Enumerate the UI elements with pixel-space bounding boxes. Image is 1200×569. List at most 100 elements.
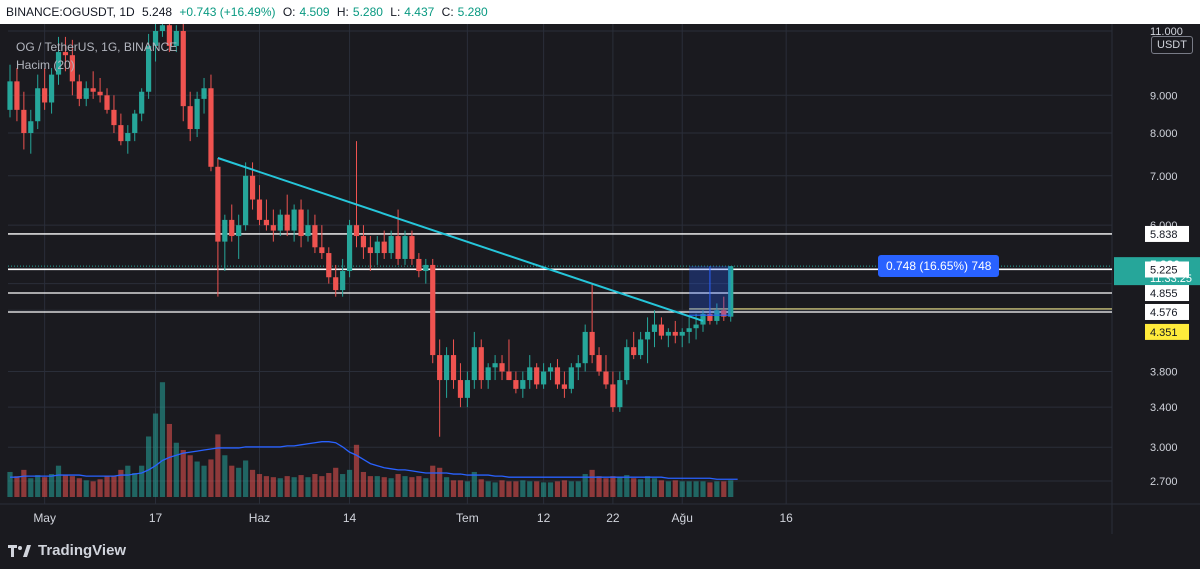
candle-body: [374, 241, 380, 254]
candle-body: [132, 113, 138, 134]
candle-body: [180, 31, 186, 107]
volume-bar: [596, 476, 602, 497]
candle-body: [471, 347, 477, 381]
y-tick-label: 8.000: [1150, 128, 1178, 140]
high-value: 5.280: [352, 5, 383, 19]
candle-body: [541, 371, 547, 385]
candle-body: [554, 367, 561, 385]
candle-body: [534, 367, 540, 385]
volume-bar: [229, 465, 235, 497]
candle-body: [520, 380, 526, 389]
symbol-header: BINANCE:OGUSDT, 1D 5.248 +0.743 (+16.49%…: [0, 0, 1200, 24]
legend-title[interactable]: OG / TetherUS, 1G, BINANCE: [16, 40, 178, 54]
candle-body: [305, 225, 311, 237]
candle-body: [215, 166, 221, 242]
candle-body: [326, 253, 332, 278]
volume-bar: [118, 469, 124, 497]
candle-body: [561, 384, 567, 389]
volume-bar: [83, 480, 89, 497]
candle-body: [485, 367, 491, 381]
chart-area[interactable]: 11.0009.0008.0007.0006.0005.0004.6003.80…: [0, 24, 1200, 534]
y-tick-label: 11.000: [1150, 26, 1183, 38]
candle-body: [291, 209, 297, 231]
candle-body: [146, 45, 152, 92]
volume-bar: [464, 481, 470, 497]
volume-bar: [69, 476, 75, 497]
candle-body: [693, 324, 699, 329]
candle-body: [42, 88, 48, 103]
volume-bar: [638, 479, 644, 497]
level-price-label: 4.576: [1150, 307, 1178, 319]
low-value: 4.437: [404, 5, 435, 19]
y-tick-label: 3.400: [1150, 402, 1178, 414]
volume-bar: [312, 474, 318, 497]
volume-bar: [215, 434, 221, 497]
candle-body: [319, 247, 325, 254]
volume-bar: [402, 476, 408, 497]
volume-bar: [568, 481, 574, 497]
volume-bar: [256, 474, 263, 497]
volume-bar: [132, 473, 138, 497]
volume-bar: [208, 459, 214, 497]
volume-bar: [146, 436, 152, 497]
volume-bar: [125, 465, 131, 497]
candle-body: [249, 175, 256, 200]
volume-bar: [409, 477, 415, 497]
volume-bar: [284, 476, 290, 497]
level-price-tag: [1145, 261, 1189, 278]
symbol-name[interactable]: BINANCE:OGUSDT, 1D: [6, 5, 135, 19]
candle-body: [236, 225, 242, 237]
level-price-label: 4.855: [1150, 288, 1178, 300]
tradingview-logo[interactable]: TradingView: [8, 542, 126, 559]
volume-bar: [485, 481, 491, 497]
candle-body: [62, 52, 69, 56]
candle-body: [679, 331, 685, 336]
candle-body: [353, 225, 360, 237]
volume-bar: [319, 476, 325, 497]
volume-bar: [305, 477, 311, 497]
candle-body: [450, 355, 457, 381]
candle-body: [104, 95, 110, 110]
candle-body: [478, 347, 484, 381]
volume-bar: [159, 382, 166, 497]
price-chart[interactable]: 11.0009.0008.0007.0006.0005.0004.6003.80…: [0, 24, 1200, 534]
volume-bar: [291, 477, 297, 497]
volume-bar: [194, 461, 200, 497]
currency-badge[interactable]: USDT: [1151, 36, 1193, 54]
trendline: [217, 157, 704, 322]
volume-bar: [249, 469, 256, 497]
candle-body: [457, 380, 464, 398]
volume-bar: [728, 480, 734, 497]
close-label: C:: [441, 5, 454, 19]
candle-body: [111, 109, 117, 126]
candle-body: [222, 219, 228, 242]
volume-bar: [416, 476, 422, 497]
candle-body: [340, 271, 346, 291]
candle-body: [48, 74, 55, 103]
volume-bar: [644, 476, 651, 497]
x-tick-label: 16: [779, 511, 793, 525]
candle-body: [263, 219, 270, 226]
candle-body: [229, 219, 235, 237]
volume-bar: [236, 467, 242, 497]
volume-bar: [423, 478, 429, 497]
candle-body: [360, 236, 367, 248]
legend-volume[interactable]: Hacim (20): [16, 58, 75, 72]
candle-body: [69, 55, 75, 82]
level-price-label: 5.225: [1150, 264, 1178, 276]
volume-bar: [173, 442, 179, 497]
x-tick-label: May: [33, 511, 56, 525]
volume-bar: [610, 476, 616, 497]
candle-body: [97, 91, 103, 96]
volume-bar: [97, 479, 103, 497]
volume-bar: [624, 475, 630, 497]
volume-bar: [547, 482, 554, 497]
volume-bar: [492, 482, 498, 497]
y-tick-label: 2.700: [1150, 476, 1178, 488]
candle-body: [499, 363, 505, 372]
volume-bar: [714, 481, 720, 497]
y-tick-label: 3.800: [1150, 367, 1178, 379]
candle-body: [430, 264, 436, 356]
support-price-label: 4.351: [1150, 327, 1178, 339]
volume-bar: [340, 474, 346, 497]
